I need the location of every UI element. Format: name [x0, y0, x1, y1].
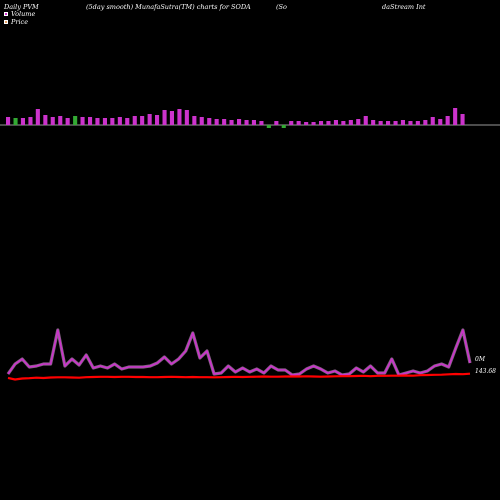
volume-bar-12: [95, 118, 100, 125]
volume-bar-36: [274, 121, 279, 125]
volume-bar-38: [289, 121, 294, 125]
volume-bar-28: [214, 119, 219, 125]
volume-bar-35: [266, 125, 271, 128]
legend-price-label: Price: [11, 18, 29, 26]
volume-bar-46: [348, 120, 353, 125]
volume-bar-56: [423, 120, 428, 125]
chart-title-company-b: daStream Int: [382, 3, 426, 11]
volume-bar-58: [438, 119, 443, 125]
volume-bar-30: [229, 120, 234, 125]
price-line: [7, 372, 471, 381]
volume-bar-20: [155, 115, 160, 125]
volume-bar-27: [207, 118, 212, 125]
volume-bar-18: [140, 116, 145, 125]
volume-bar-23: [177, 109, 182, 125]
volume-line-glow: [6, 328, 472, 377]
volume-bar-61: [460, 114, 465, 125]
legend-volume-label: Volume: [11, 10, 36, 18]
volume-bar-4: [35, 109, 40, 125]
volume-bar-2: [20, 118, 25, 125]
volume-bar-54: [408, 121, 413, 125]
legend-volume-swatch: [4, 12, 8, 16]
volume-axis-label: 0M: [475, 356, 486, 363]
chart-title-main: (5day smooth) MunafaSutra(TM) charts for…: [86, 3, 251, 11]
volume-bar-52: [393, 121, 398, 125]
volume-bar-1: [13, 118, 18, 125]
volume-bar-10: [80, 117, 85, 125]
volume-bar-3: [28, 117, 33, 125]
volume-bar-60: [453, 108, 458, 125]
volume-bar-57: [430, 117, 435, 125]
volume-bar-41: [311, 122, 316, 125]
volume-bar-32: [244, 120, 249, 125]
volume-bar-6: [50, 117, 55, 125]
volume-bar-16: [125, 118, 130, 125]
volume-bar-53: [400, 120, 405, 125]
volume-bar-26: [199, 117, 204, 125]
volume-bar-13: [102, 118, 107, 125]
volume-bar-21: [162, 110, 167, 125]
chart-title-company-a: (So: [276, 3, 287, 11]
chart-title-left: Daily PVM: [4, 3, 39, 11]
volume-bar-50: [378, 121, 383, 125]
volume-bar-40: [304, 122, 309, 125]
volume-bar-29: [222, 119, 227, 125]
volume-bar-8: [65, 118, 70, 125]
price-axis-label: 143.68: [475, 368, 496, 375]
legend-volume: Volume: [4, 10, 35, 18]
volume-bar-55: [415, 121, 420, 125]
volume-bar-31: [237, 119, 242, 125]
volume-bar-45: [341, 121, 346, 125]
volume-bar-48: [363, 116, 368, 125]
volume-bar-37: [281, 125, 286, 128]
legend-price-swatch: [4, 20, 8, 24]
volume-bar-44: [333, 120, 338, 125]
volume-line: [7, 329, 471, 376]
volume-bar-11: [88, 117, 93, 125]
volume-bar-47: [356, 119, 361, 125]
volume-bar-5: [43, 115, 48, 125]
volume-bar-51: [386, 121, 391, 125]
volume-bar-17: [132, 116, 137, 125]
volume-bar-14: [110, 118, 115, 125]
volume-bar-24: [184, 110, 189, 125]
volume-bar-15: [117, 117, 122, 125]
volume-bar-9: [73, 116, 78, 125]
volume-bar-49: [371, 120, 376, 125]
legend-price: Price: [4, 18, 28, 26]
volume-bar-39: [296, 121, 301, 125]
volume-bar-0: [6, 117, 11, 125]
volume-bar-43: [326, 121, 331, 125]
volume-bar-59: [445, 116, 450, 125]
volume-bar-33: [251, 120, 256, 125]
volume-bar-34: [259, 121, 264, 125]
volume-bar-19: [147, 114, 152, 125]
volume-bar-22: [169, 111, 174, 125]
volume-bar-25: [192, 116, 197, 125]
volume-bar-7: [58, 116, 63, 125]
volume-bar-42: [319, 121, 324, 125]
